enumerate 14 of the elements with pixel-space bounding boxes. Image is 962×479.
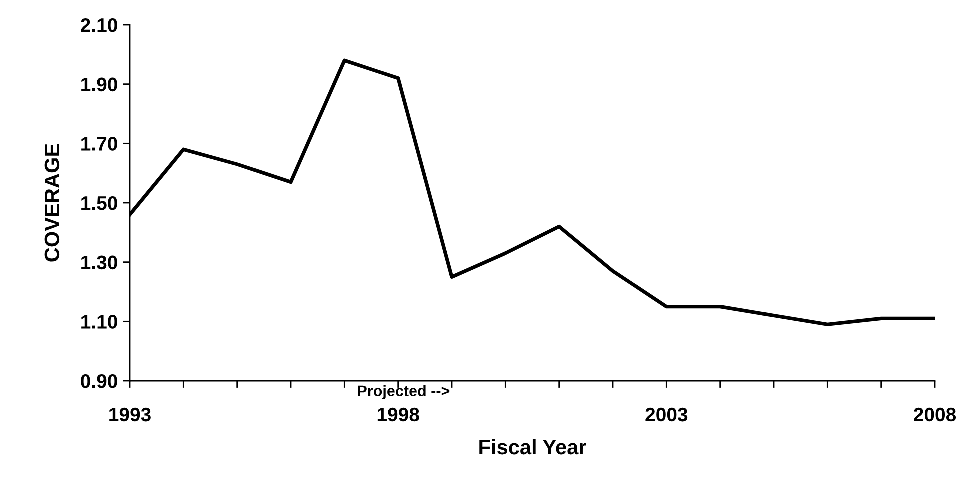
x-tick-label: 2008 [914, 408, 956, 422]
y-tick-label: 2.10 [81, 18, 118, 32]
x-tick-label: 2003 [646, 408, 688, 422]
y-axis-title: COVERAGE [44, 144, 60, 262]
x-tick-label: 1998 [378, 408, 420, 422]
y-tick-label: 1.50 [82, 196, 118, 210]
text: Projected --> [358, 385, 450, 400]
y-tick-label: 1.90 [82, 78, 118, 92]
y-tick-label: 1.30 [82, 256, 118, 270]
x-axis-title: Fiscal Year [480, 439, 586, 455]
x-tick-label: 1993 [110, 408, 151, 422]
y-tick-label: 1.70 [82, 137, 118, 151]
y-tick-label: 0.90 [81, 374, 118, 388]
y-tick-label: 1.10 [82, 315, 118, 329]
